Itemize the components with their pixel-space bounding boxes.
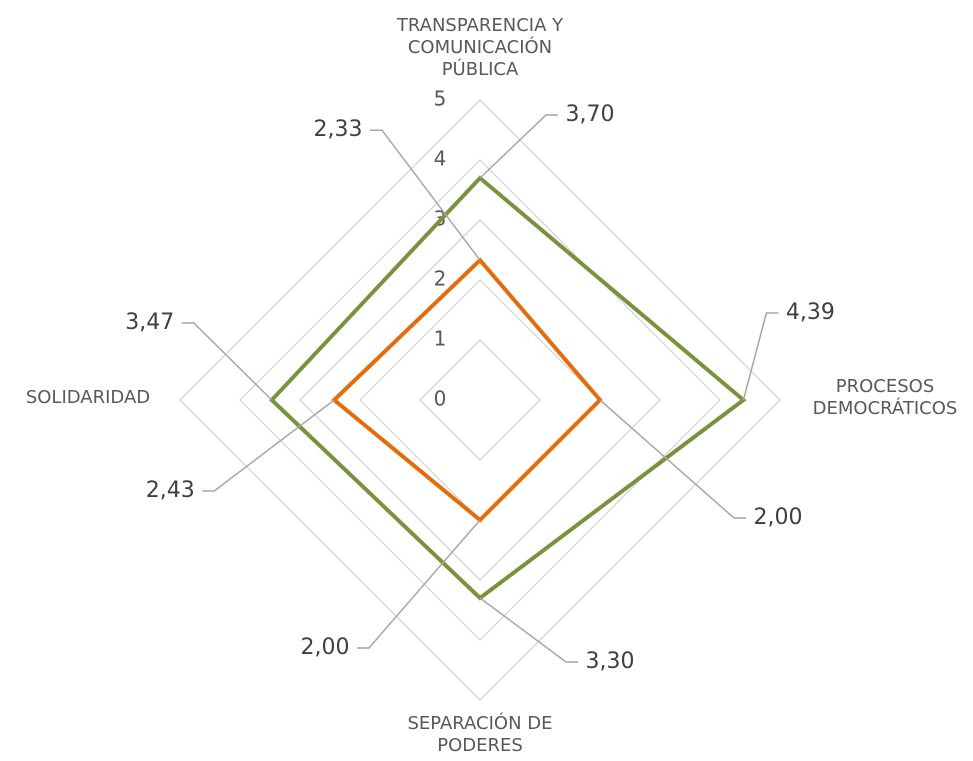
y-tick-label: 2	[434, 267, 447, 291]
category-label: PROCESOS DEMOCRÁTICOS	[812, 376, 958, 419]
grid-line	[178, 98, 782, 702]
data-label: 4,39	[786, 300, 835, 325]
grid-line	[418, 338, 542, 462]
category-label: SOLIDARIDAD	[25, 387, 151, 408]
grid-line	[358, 278, 602, 522]
data-label: 3,47	[125, 310, 174, 335]
data-label: 2,00	[754, 505, 803, 530]
leader-line	[370, 129, 481, 261]
data-label: 3,70	[566, 102, 615, 127]
leader-line	[357, 519, 481, 649]
grid-line	[298, 218, 662, 582]
y-tick-label: 1	[434, 327, 447, 351]
leader-line	[202, 399, 335, 492]
leader-line	[599, 399, 746, 519]
leader-line	[181, 322, 273, 401]
data-label: 3,30	[586, 649, 635, 674]
data-label: 2,33	[314, 117, 363, 142]
y-tick-label: 0	[434, 387, 447, 411]
category-label: TRANSPARENCIA Y COMUNICACIÓN PÚBLICA	[396, 15, 564, 80]
series-line	[268, 175, 747, 601]
category-label: SEPARACIÓN DE PODERES	[407, 713, 553, 756]
leader-line	[742, 312, 779, 401]
leader-line	[479, 597, 578, 663]
data-label: 2,00	[301, 635, 350, 660]
data-label: 2,43	[146, 478, 195, 503]
leader-line	[479, 114, 558, 179]
y-tick-label: 5	[434, 87, 447, 111]
y-tick-label: 4	[434, 147, 447, 171]
grid-line	[238, 158, 722, 642]
